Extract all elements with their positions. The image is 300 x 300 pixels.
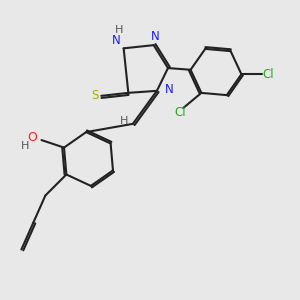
Text: N: N (112, 34, 121, 47)
Text: H: H (115, 25, 123, 35)
Text: Cl: Cl (175, 106, 186, 119)
Text: S: S (92, 89, 99, 102)
Text: N: N (164, 83, 173, 96)
Text: H: H (120, 116, 128, 126)
Text: N: N (151, 30, 160, 43)
Text: Cl: Cl (262, 68, 274, 81)
Text: H: H (21, 141, 29, 151)
Text: O: O (28, 130, 38, 144)
